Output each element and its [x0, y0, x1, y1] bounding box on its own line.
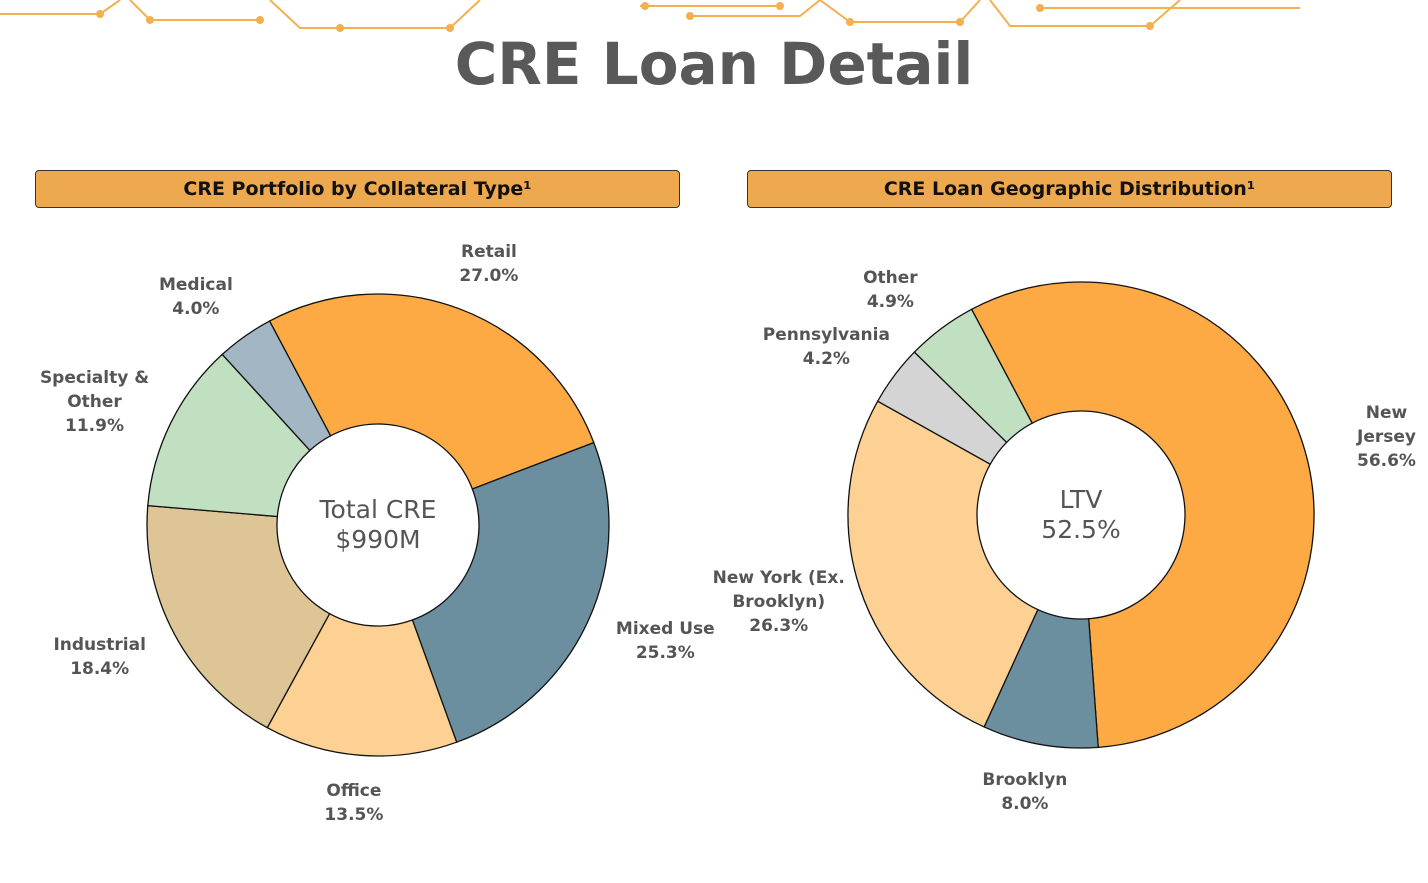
- category-label: Other: [863, 268, 918, 289]
- slice-label: Mixed Use 25.3%: [616, 617, 715, 665]
- center-text: $990M: [335, 525, 421, 554]
- pie-slice: [970, 281, 1315, 749]
- value-label: 4.0%: [172, 298, 220, 319]
- value-label: 27.0%: [459, 265, 519, 286]
- center-text: Total CRE: [319, 495, 437, 524]
- pie-slice: [847, 400, 1039, 728]
- pie-slice: [266, 612, 458, 757]
- category-label: Mixed Use: [615, 619, 715, 640]
- center-label: Total CRE $990M: [320, 495, 437, 555]
- slice-label: Brooklyn 8.0%: [982, 768, 1067, 816]
- category-label: Specialty & Other: [39, 367, 150, 412]
- pie-slice: [411, 441, 610, 744]
- center-text: LTV: [1059, 485, 1103, 514]
- slice-label: Office 13.5%: [324, 779, 383, 827]
- slice-label: Retail 27.0%: [459, 240, 518, 288]
- value-label: 4.2%: [802, 348, 850, 369]
- slice-label: Specialty & Other 11.9%: [25, 366, 165, 438]
- category-label: New Jersey: [1356, 402, 1416, 447]
- slice-label: Pennsylvania 4.2%: [763, 323, 890, 371]
- slice-label: New York (Ex. Brooklyn) 26.3%: [709, 566, 849, 638]
- center-text: 52.5%: [1041, 515, 1121, 544]
- slice-label: New Jersey 56.6%: [1357, 401, 1416, 473]
- pie-slice: [268, 293, 595, 490]
- category-label: New York (Ex. Brooklyn): [712, 568, 845, 613]
- center-label: LTV 52.5%: [1041, 485, 1120, 545]
- slice-label: Other 4.9%: [863, 266, 918, 314]
- value-label: 4.9%: [866, 292, 914, 313]
- category-label: Brooklyn: [982, 769, 1068, 790]
- slice-label: Medical 4.0%: [159, 273, 233, 321]
- value-label: 8.0%: [1001, 793, 1049, 814]
- category-label: Medical: [158, 274, 233, 295]
- value-label: 18.4%: [70, 659, 130, 680]
- value-label: 13.5%: [324, 805, 384, 826]
- pie-slice: [221, 320, 332, 452]
- value-label: 11.9%: [65, 415, 124, 436]
- slice-label: Industrial 18.4%: [53, 633, 145, 681]
- category-label: Industrial: [53, 635, 146, 656]
- chart-title: CRE Portfolio by Collateral Type¹: [35, 170, 680, 208]
- slide-title: CRE Loan Detail: [454, 30, 974, 98]
- chart-title: CRE Loan Geographic Distribution¹: [747, 170, 1392, 208]
- category-label: Retail: [460, 241, 517, 262]
- value-label: 26.3%: [749, 616, 809, 637]
- value-label: 56.6%: [1356, 450, 1416, 471]
- value-label: 25.3%: [635, 643, 695, 664]
- category-label: Office: [326, 781, 382, 802]
- category-label: Pennsylvania: [762, 324, 890, 345]
- pie-slice: [146, 504, 331, 729]
- pie-slice: [913, 308, 1034, 444]
- circuit-decoration: [0, 0, 1300, 32]
